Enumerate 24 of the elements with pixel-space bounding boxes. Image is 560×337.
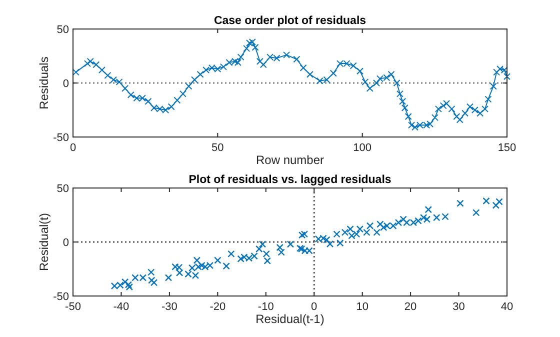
x-tick-label: 30 xyxy=(452,301,465,313)
x-tick-label: 50 xyxy=(212,142,224,154)
y-tick-label: 0 xyxy=(62,78,69,90)
chart-title: Case order plot of residuals xyxy=(214,15,366,27)
x-tick-label: -40 xyxy=(113,301,130,313)
x-tick-label: 150 xyxy=(498,142,516,154)
y-tick-label: 0 xyxy=(62,237,69,249)
x-tick-label: -10 xyxy=(258,301,274,313)
x-tick-label: 40 xyxy=(500,301,514,313)
chart-title: Plot of residuals vs. lagged residuals xyxy=(188,174,392,186)
x-tick-label: -30 xyxy=(161,301,178,313)
y-axis-title: Residuals xyxy=(37,56,51,110)
x-tick-label: 10 xyxy=(356,301,368,313)
x-tick-label: -20 xyxy=(210,301,226,313)
y-tick-label: 50 xyxy=(56,183,69,195)
y-tick-label: 50 xyxy=(56,24,69,36)
x-tick-label: 0 xyxy=(311,301,318,313)
x-tick-label: 100 xyxy=(353,142,372,154)
y-axis-title: Residual(t) xyxy=(37,212,51,272)
y-tick-label: -50 xyxy=(53,291,69,303)
x-axis-title: Row number xyxy=(256,153,324,167)
x-axis-title: Residual(t-1) xyxy=(256,312,324,326)
x-tick-label: 20 xyxy=(404,301,417,313)
y-tick-label: -50 xyxy=(53,132,69,144)
